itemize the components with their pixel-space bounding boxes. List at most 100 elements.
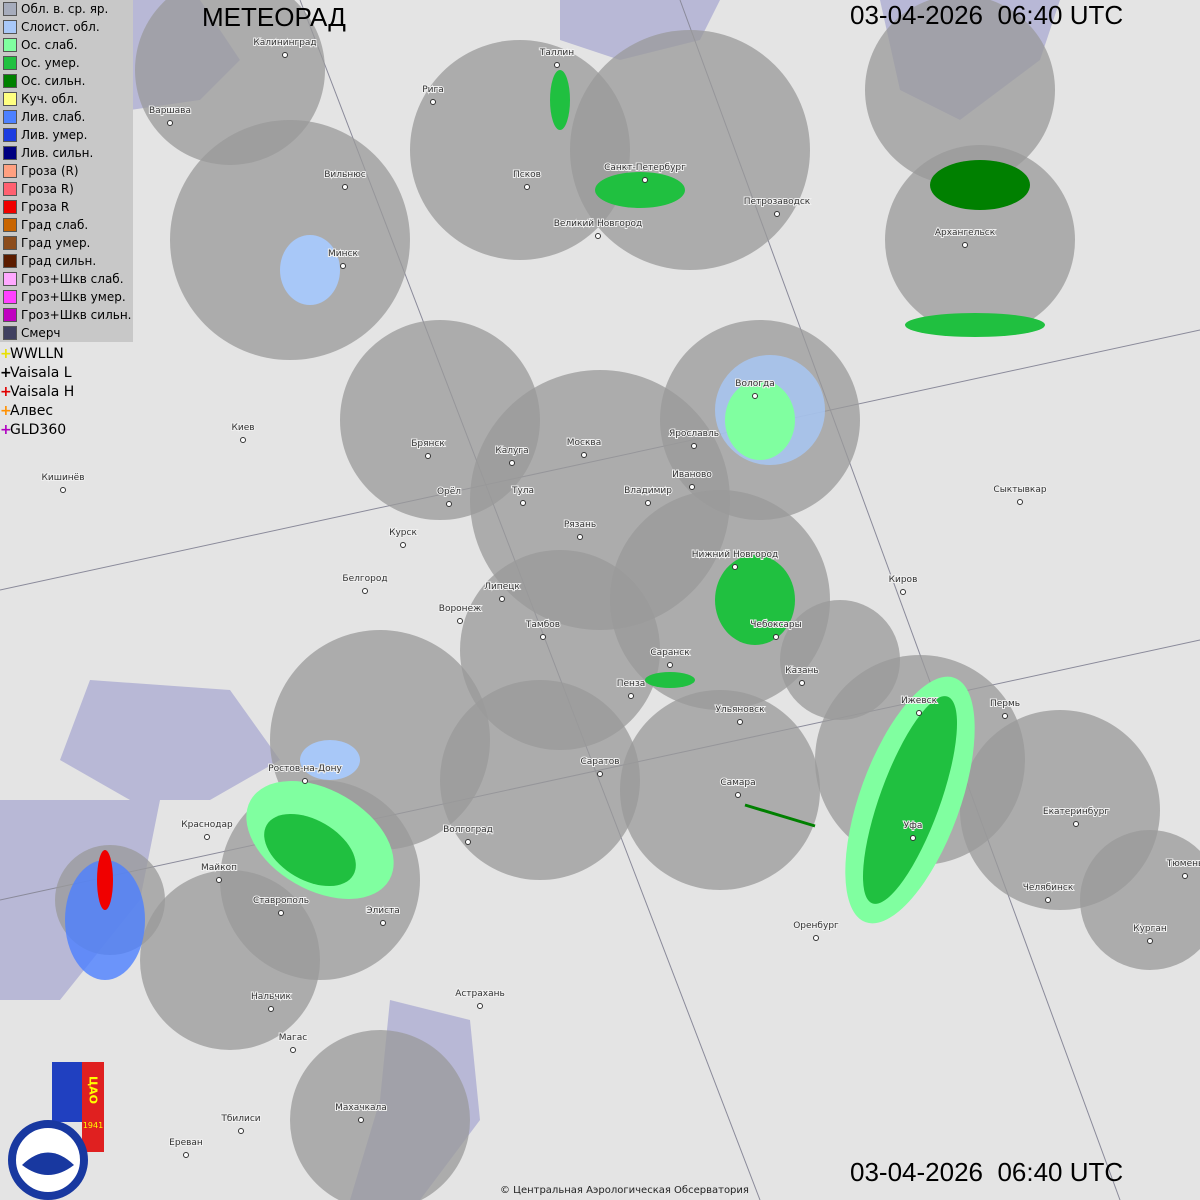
city-label: Тбилиси: [220, 1114, 260, 1124]
city-label: Оренбург: [793, 921, 839, 931]
legend-swatch: [3, 308, 17, 322]
lightning-symbol: +: [0, 421, 12, 438]
legend-swatch: [3, 164, 17, 178]
legend-swatch: [3, 2, 17, 16]
city-dot: [278, 910, 284, 916]
city-label: Владимир: [624, 486, 672, 496]
logo-wave: [22, 1152, 74, 1175]
city-dot: [595, 233, 601, 239]
legend-swatch: [3, 290, 17, 304]
city-label: Минск: [328, 249, 358, 259]
legend-label: Град слаб.: [21, 218, 89, 232]
legend-swatch: [3, 110, 17, 124]
legend-swatch: [3, 74, 17, 88]
legend-label: Куч. обл.: [21, 92, 78, 106]
legend-label: Обл. в. ср. яр.: [21, 2, 109, 16]
city-label: Пенза: [617, 679, 646, 689]
city-label: Челябинск: [1023, 883, 1074, 893]
logo-org: ЦАО: [87, 1076, 100, 1104]
legend-item: Гроза R): [0, 180, 133, 198]
radar-circle: [865, 0, 1055, 185]
city-label: Тюмень: [1166, 859, 1200, 869]
city-dot: [183, 1152, 189, 1158]
city-dot: [240, 437, 246, 443]
radar-circle: [170, 120, 410, 360]
legend-item: Гроза R: [0, 198, 133, 216]
radar-circle: [410, 40, 630, 260]
logo-year: 1941: [83, 1121, 103, 1130]
city-dot: [290, 1047, 296, 1053]
city-dot: [446, 501, 452, 507]
logo-flag: [52, 1062, 82, 1122]
legend-item: Лив. слаб.: [0, 108, 133, 126]
city-label: Киев: [231, 423, 254, 433]
city-dot: [737, 719, 743, 725]
legend-item: Град слаб.: [0, 216, 133, 234]
city-dot: [1073, 821, 1079, 827]
legend-swatch: [3, 92, 17, 106]
legend-swatch: [3, 218, 17, 232]
city-dot: [204, 834, 210, 840]
azov-black-sea: [60, 680, 280, 800]
legend-swatch: [3, 272, 17, 286]
city-dot: [1182, 873, 1188, 879]
title: МЕТЕОРАД: [202, 2, 346, 32]
city-dot: [340, 263, 346, 269]
legend-label: Гроза (R): [21, 164, 79, 178]
city-label: Казань: [785, 666, 818, 676]
radar-circle: [620, 690, 820, 890]
city-dot: [577, 534, 583, 540]
legend-swatch: [3, 182, 17, 196]
legend-item: Куч. обл.: [0, 90, 133, 108]
city-label: Волгоград: [443, 825, 493, 835]
city-label: Краснодар: [181, 820, 233, 830]
city-label: Нижний Новгород: [692, 550, 778, 560]
city-dot: [752, 393, 758, 399]
city-dot: [380, 920, 386, 926]
echo: [905, 313, 1045, 337]
legend-swatch: [3, 326, 17, 340]
lightning-label: Vaisala L: [10, 364, 72, 381]
city-dot: [457, 618, 463, 624]
city-label: Курск: [389, 528, 417, 538]
city-label: Санкт-Петербург: [604, 163, 686, 173]
timestamp: 03-04-2026 06:40 UTC: [850, 1157, 1124, 1187]
cities: Калининград Таллин Рига Варшава Вильнюс Псков…: [40, 37, 1200, 1158]
lightning-item: + WWLLN: [0, 344, 74, 363]
legend-swatch: [3, 56, 17, 70]
city-label: Брянск: [411, 439, 445, 449]
radar-circle: [570, 30, 810, 270]
legend: Обл. в. ср. яр. Слоист. обл. Ос. слаб. Ос. …: [0, 0, 133, 342]
city-dot: [358, 1117, 364, 1123]
logo: ЦАО 1941: [8, 1062, 104, 1200]
city-dot: [477, 1003, 483, 1009]
city-dot: [540, 634, 546, 640]
city-label: Ставрополь: [253, 896, 309, 906]
logo-flag: [82, 1062, 104, 1152]
city-label: Рязань: [564, 520, 596, 530]
city-dot: [642, 177, 648, 183]
legend-label: Лив. сильн.: [21, 146, 94, 160]
precipitation: [65, 70, 1045, 980]
city-dot: [910, 835, 916, 841]
city-label: Саратов: [580, 757, 619, 767]
city-label: Ижевск: [901, 696, 938, 706]
city-label: Ростов-на-Дону: [268, 764, 342, 774]
echo: [300, 740, 360, 780]
city-dot: [813, 935, 819, 941]
city-dot: [302, 778, 308, 784]
echo: [595, 172, 685, 208]
city-label: Орёл: [437, 487, 461, 497]
city-dot: [238, 1128, 244, 1134]
city-dot: [465, 839, 471, 845]
city-label: Вологда: [735, 379, 774, 389]
legend-label: Гроз+Шкв умер.: [21, 290, 126, 304]
lightning-item: + Алвес: [0, 401, 74, 420]
radar-circle: [780, 600, 900, 720]
legend-label: Град сильн.: [21, 254, 97, 268]
legend-item: Лив. сильн.: [0, 144, 133, 162]
city-dot: [425, 453, 431, 459]
legend-item: Ос. сильн.: [0, 72, 133, 90]
city-dot: [799, 680, 805, 686]
legend-label: Ос. сильн.: [21, 74, 86, 88]
